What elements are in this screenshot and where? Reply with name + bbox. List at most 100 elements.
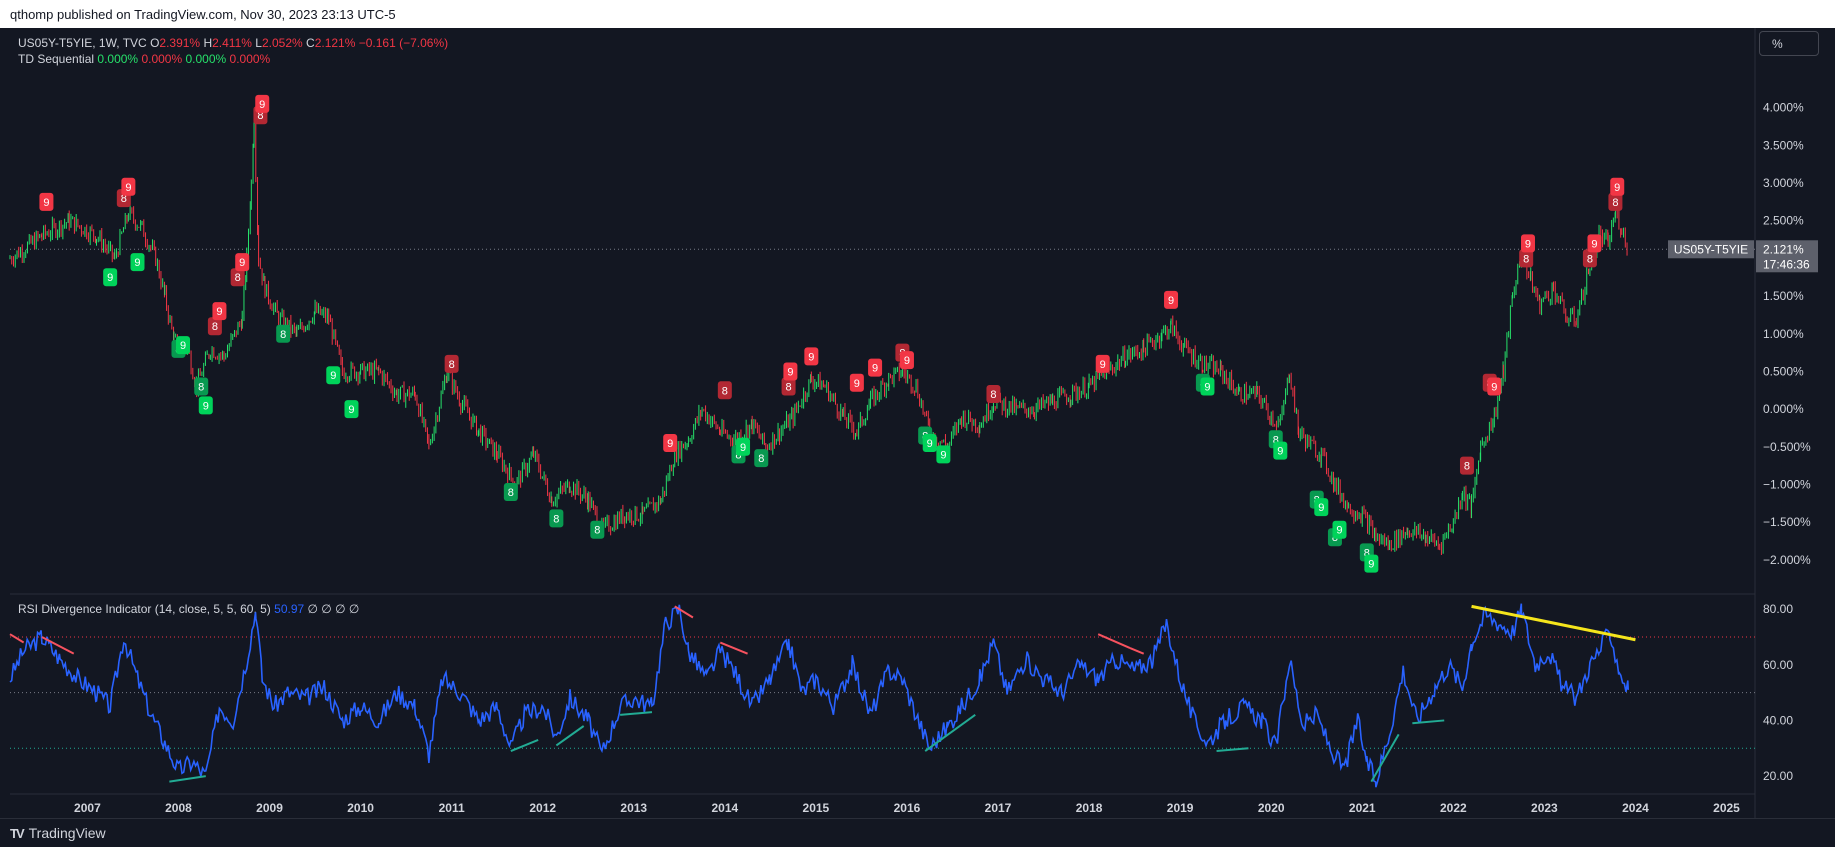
price-tick-label: −1.000% (1763, 477, 1811, 491)
td-marker-count: 8 (212, 321, 218, 333)
td-marker-box (986, 385, 1001, 404)
high-label: H (203, 36, 213, 50)
rsi-tick-label: 60.00 (1763, 658, 1793, 672)
price-axis[interactable]: 4.000% 3.500% 3.000% 2.500% 1.500% 1.000% 0.50… (1763, 101, 1811, 567)
td-marker-count: 8 (257, 110, 263, 122)
rsi-indicator-name[interactable]: RSI Divergence Indicator (14, close, 5, … (18, 602, 271, 616)
price-tick-label: −2.000% (1763, 553, 1811, 567)
time-tick-label: 2023 (1531, 801, 1558, 815)
td-marker-box (549, 509, 564, 528)
bear-divergence-line (1129, 647, 1145, 655)
td-marker-box (212, 302, 227, 321)
td-value-1: 0.000% (97, 52, 139, 66)
td-marker: 9 (39, 192, 54, 211)
td-marker-count: 8 (198, 382, 204, 394)
time-axis[interactable]: 2007 2008 2009 2010 2011 2012 2013 2014 2015 2016… (74, 801, 1740, 815)
td-marker-count: 9 (940, 449, 946, 461)
bull-divergence-line (1412, 719, 1445, 725)
td-marker-box (590, 520, 605, 539)
time-tick-label: 2011 (439, 801, 465, 815)
td-marker-count: 9 (239, 257, 245, 269)
symbol-label[interactable]: US05Y-T5YIE, 1W, TVC (18, 36, 147, 50)
td-marker-box (176, 336, 191, 355)
rsi-value: 50.97 (274, 602, 305, 616)
td-marker-box (1587, 234, 1602, 253)
td-indicator-name[interactable]: TD Sequential (18, 52, 95, 66)
td-value-2: 0.000% (141, 52, 183, 66)
td-marker-count: 9 (180, 340, 186, 352)
percent-scale-button[interactable]: % (1759, 31, 1819, 56)
td-marker-box (1364, 554, 1379, 573)
price-tag-value: 2.121% (1763, 242, 1804, 256)
td-marker-box (1164, 290, 1179, 309)
td-marker-count: 9 (1204, 382, 1210, 394)
td-marker: 9 (1314, 498, 1329, 517)
td-marker-box (103, 268, 118, 287)
time-tick-label: 2016 (894, 801, 921, 815)
bull-divergence-line (1216, 747, 1249, 753)
td-marker: 9 (1587, 234, 1602, 253)
low-value: 2.052% (261, 36, 303, 50)
td-marker: 9 (326, 366, 341, 385)
time-tick-label: 2012 (529, 801, 556, 815)
td-marker: 9 (849, 373, 864, 392)
tradingview-logo-icon: TV (10, 825, 25, 841)
td-marker-count: 9 (1491, 382, 1497, 394)
td-marker: 9 (1364, 554, 1379, 573)
td-marker-count: 9 (667, 438, 673, 450)
td-legend: TD Sequential 0.000% 0.000% 0.000% 0.000… (18, 52, 270, 66)
low-label: L (255, 36, 262, 50)
td-marker-box (1095, 354, 1110, 373)
td-marker-box (717, 381, 732, 400)
rsi-tick-label: 80.00 (1763, 602, 1793, 616)
td-marker-count: 8 (121, 193, 127, 205)
price-tick-label: 1.500% (1763, 289, 1804, 303)
td-marker: 8 (754, 449, 769, 468)
td-marker-box (344, 400, 359, 419)
time-tick-label: 2015 (803, 801, 830, 815)
td-marker: 9 (1520, 234, 1535, 253)
rsi-line (9, 603, 1629, 788)
td-marker-box (1519, 249, 1534, 268)
bear-divergence-line (41, 636, 75, 655)
td-marker: 9 (736, 437, 751, 456)
price-tick-label: 2.500% (1763, 214, 1804, 228)
bull-divergence-line (555, 725, 585, 747)
td-marker-box (663, 434, 678, 453)
rsi-axis[interactable]: 80.00 60.00 40.00 20.00 (1763, 602, 1793, 783)
price-tick-label: 4.000% (1763, 101, 1804, 115)
footer-bar: TV TradingView (0, 818, 1835, 847)
main-legend: US05Y-T5YIE, 1W, TVC O2.391% H2.411% L2.… (18, 36, 448, 50)
td-marker-box (804, 347, 819, 366)
td-marker-box (235, 253, 250, 272)
td-marker-count: 9 (808, 351, 814, 363)
td-marker: 8 (986, 385, 1001, 404)
td-marker-box (1200, 377, 1215, 396)
price-tick-label: 3.000% (1763, 176, 1804, 190)
time-tick-label: 2014 (711, 801, 738, 815)
td-marker-box (326, 366, 341, 385)
td-marker: 8 (207, 317, 222, 336)
td-marker: 9 (198, 396, 213, 415)
price-tick-label: 3.500% (1763, 138, 1804, 152)
td-marker-count: 8 (1523, 253, 1529, 265)
close-value: 2.121% (314, 36, 356, 50)
td-marker-count: 8 (786, 382, 792, 394)
tradingview-brand[interactable]: TV TradingView (10, 825, 106, 841)
td-marker-count: 9 (927, 438, 933, 450)
td-marker: 9 (235, 253, 250, 272)
td-marker-count: 9 (1318, 502, 1324, 514)
td-marker: 9 (255, 94, 270, 113)
price-tick-label: 0.500% (1763, 364, 1804, 378)
price-tag-countdown: 17:46:36 (1763, 257, 1810, 271)
publish-bar: qthomp published on TradingView.com, Nov… (0, 0, 1835, 28)
td-marker-count: 9 (216, 306, 222, 318)
td-marker-box (121, 177, 136, 196)
td-marker: 8 (717, 381, 732, 400)
td-marker: 9 (868, 358, 883, 377)
rsi-divergences (9, 604, 1636, 783)
td-marker-count: 8 (1464, 461, 1470, 473)
time-tick-label: 2022 (1440, 801, 1467, 815)
time-tick-label: 2021 (1349, 801, 1376, 815)
